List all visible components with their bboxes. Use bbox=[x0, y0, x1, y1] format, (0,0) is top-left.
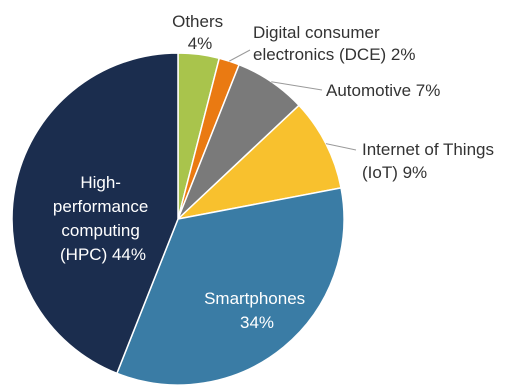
pie-slice-internet-of-things-iot bbox=[175, 104, 342, 221]
leader-line-dce bbox=[229, 49, 251, 62]
label-dce: Digital consumer electronics (DCE) 2% bbox=[253, 23, 416, 64]
label-hpc: High- performance computing (HPC) 44% bbox=[53, 173, 153, 264]
pie-slice-smartphones bbox=[115, 187, 345, 386]
leader-line-iot bbox=[325, 143, 357, 151]
pie-slice-high-performance-computing-hpc bbox=[11, 52, 179, 375]
label-others: Others 4% bbox=[172, 12, 228, 53]
pie-slices bbox=[11, 52, 345, 386]
label-smartphones: Smartphones 34% bbox=[204, 289, 310, 332]
leader-line-automotive bbox=[271, 81, 323, 91]
leader-lines bbox=[229, 49, 357, 151]
label-iot: Internet of Things (IoT) 9% bbox=[362, 140, 499, 182]
label-automotive: Automotive 7% bbox=[326, 81, 440, 100]
